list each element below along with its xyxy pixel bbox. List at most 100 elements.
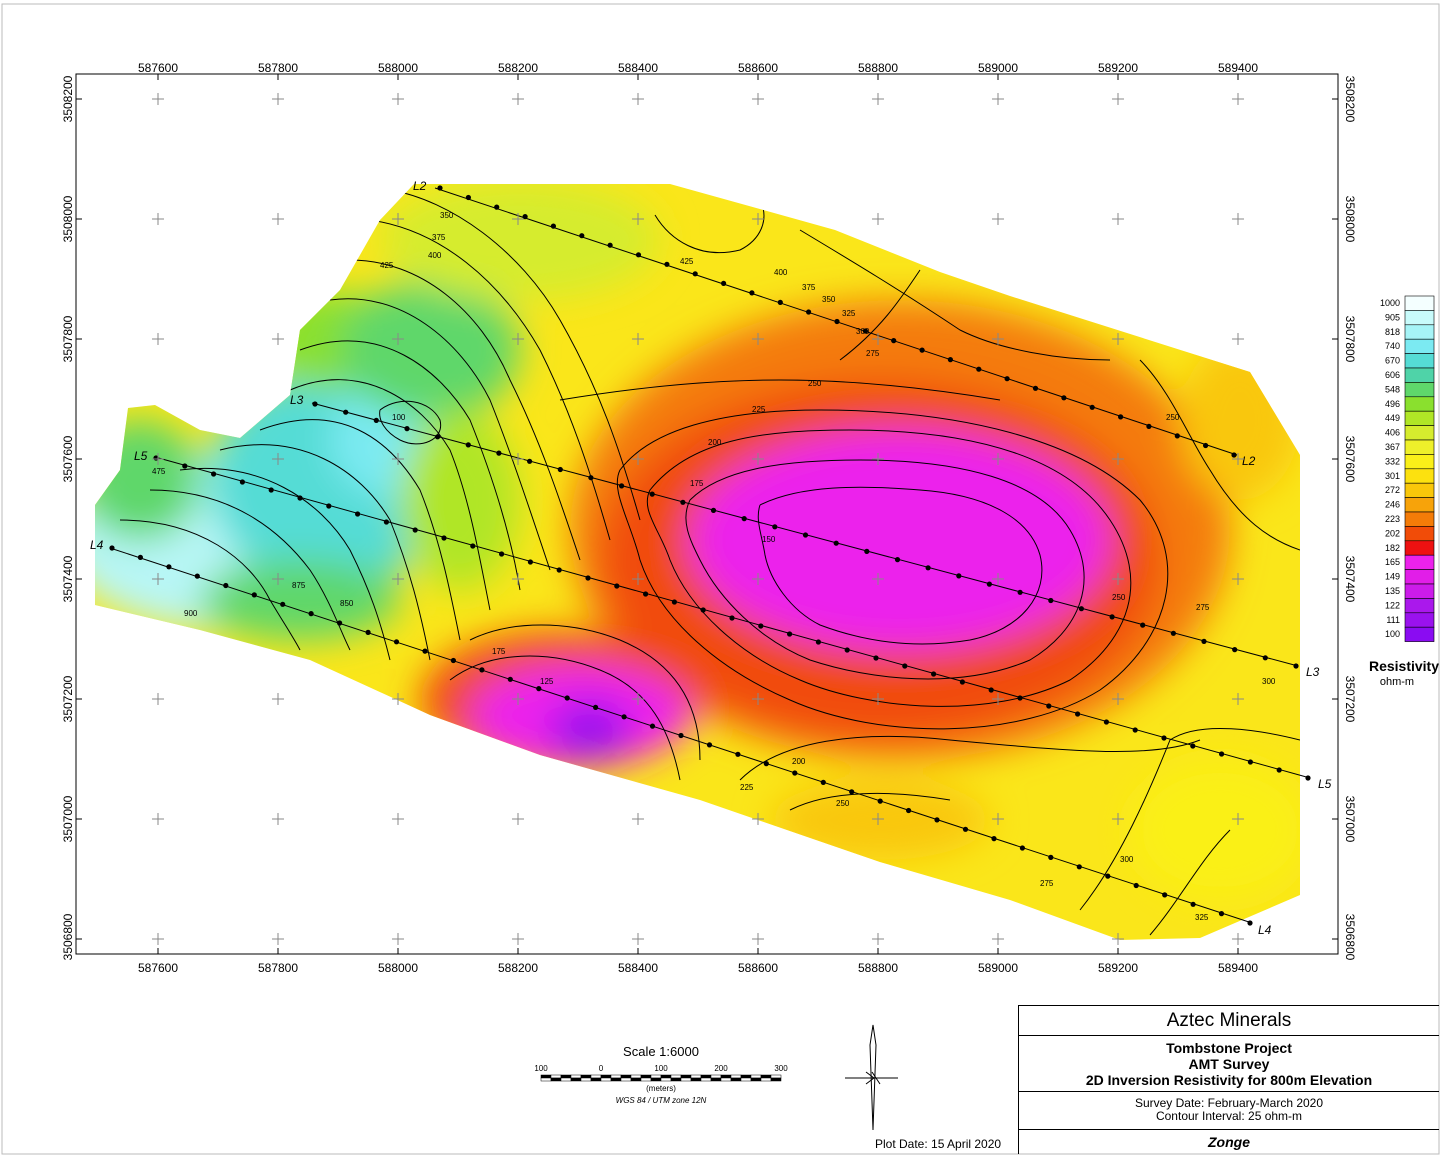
station-dot bbox=[1078, 606, 1084, 612]
grid-cross bbox=[272, 813, 284, 825]
grid-cross bbox=[632, 693, 644, 705]
x-tick-label: 589200 bbox=[1098, 61, 1138, 75]
grid-cross bbox=[632, 453, 644, 465]
legend-swatch bbox=[1404, 410, 1435, 426]
station-dot bbox=[564, 695, 570, 701]
legend-label: 670 bbox=[1385, 356, 1400, 366]
grid-cross bbox=[1232, 333, 1244, 345]
x-tick-label: 589400 bbox=[1218, 61, 1258, 75]
grid-cross bbox=[872, 933, 884, 945]
legend-label: 135 bbox=[1385, 586, 1400, 596]
station-dot bbox=[393, 639, 400, 645]
scale-block bbox=[680, 1074, 692, 1079]
y-tick-label: 3507600 bbox=[61, 435, 75, 482]
legend-swatch bbox=[1404, 468, 1435, 484]
scale-bar: Scale 1:6000 100 0 100 200 300 (meters) … bbox=[534, 1044, 788, 1105]
station-dot bbox=[527, 458, 533, 464]
station-dot bbox=[991, 836, 997, 842]
scale-block bbox=[690, 1074, 702, 1079]
station-dot bbox=[536, 686, 542, 692]
y-tick-label: 3507000 bbox=[61, 795, 75, 842]
grid-cross bbox=[392, 213, 404, 225]
scale-block bbox=[690, 1077, 702, 1082]
scale-block bbox=[570, 1077, 582, 1082]
y-tick-label: 3508200 bbox=[61, 75, 75, 122]
legend-swatch bbox=[1404, 454, 1435, 470]
grid-cross bbox=[872, 333, 884, 345]
y-tick-label: 3508000 bbox=[1343, 196, 1357, 243]
station-dot bbox=[343, 409, 349, 415]
station-dot bbox=[1293, 663, 1299, 669]
contour-label: 275 bbox=[1040, 879, 1054, 888]
station-dot bbox=[268, 487, 274, 493]
station-dot bbox=[479, 667, 485, 673]
station-dot bbox=[919, 347, 925, 353]
grid-cross bbox=[512, 333, 524, 345]
station-dot bbox=[894, 557, 901, 563]
grid-cross bbox=[272, 453, 284, 465]
station-dot bbox=[550, 223, 557, 229]
legend-label: 1000 bbox=[1380, 298, 1400, 308]
station-dot bbox=[959, 679, 966, 685]
station-dot bbox=[664, 261, 670, 267]
station-dot bbox=[365, 629, 371, 636]
station-dot bbox=[802, 532, 809, 538]
station-dot bbox=[649, 491, 655, 497]
station-points bbox=[109, 185, 1311, 926]
project-line-2: AMT Survey bbox=[1188, 1056, 1270, 1072]
station-dot bbox=[1170, 630, 1176, 636]
scale-block bbox=[590, 1074, 602, 1079]
y-tick-label: 3507800 bbox=[1343, 316, 1357, 363]
contour-label: 400 bbox=[774, 268, 788, 277]
grid-cross bbox=[512, 813, 524, 825]
contour-label: 350 bbox=[822, 295, 836, 304]
station-dot bbox=[337, 620, 343, 626]
x-tick-label: 589000 bbox=[978, 961, 1018, 975]
grid-cross bbox=[872, 813, 884, 825]
scale-block bbox=[710, 1074, 722, 1079]
station-dot bbox=[988, 687, 994, 693]
y-tick-label: 3507200 bbox=[1343, 676, 1357, 723]
legend-label: 905 bbox=[1385, 312, 1400, 322]
station-dot bbox=[649, 723, 656, 729]
grid-cross bbox=[272, 693, 284, 705]
legend-label: 367 bbox=[1385, 442, 1400, 452]
station-dot bbox=[1231, 452, 1237, 458]
station-dot bbox=[710, 507, 717, 513]
station-dot bbox=[763, 761, 769, 767]
y-tick-label: 3507000 bbox=[1343, 796, 1357, 843]
grid-cross bbox=[632, 333, 644, 345]
legend-label: 100 bbox=[1385, 629, 1400, 639]
station-dot bbox=[1017, 589, 1023, 595]
grid-cross bbox=[152, 333, 164, 345]
scale-block bbox=[590, 1077, 602, 1082]
grid-crosses bbox=[152, 93, 1244, 945]
legend-label: 165 bbox=[1385, 557, 1400, 567]
x-tick-label: 587600 bbox=[138, 61, 178, 75]
scale-block bbox=[700, 1074, 712, 1079]
legend-label: 223 bbox=[1385, 514, 1400, 524]
contour-label: 200 bbox=[792, 757, 806, 766]
legend-label: 272 bbox=[1385, 485, 1400, 495]
grid-cross bbox=[1112, 573, 1124, 585]
grid-cross bbox=[992, 933, 1004, 945]
y-tick-label: 3506800 bbox=[1343, 914, 1357, 961]
scale-block bbox=[710, 1077, 722, 1082]
legend-label: 606 bbox=[1385, 370, 1400, 380]
scale-block bbox=[760, 1074, 772, 1079]
legend-label: 406 bbox=[1385, 428, 1400, 438]
x-tick-label: 588800 bbox=[858, 961, 898, 975]
scale-block bbox=[550, 1077, 562, 1082]
legend-label: 548 bbox=[1385, 384, 1400, 394]
scale-block bbox=[610, 1077, 622, 1082]
station-dot bbox=[1218, 911, 1225, 917]
station-dot bbox=[1232, 647, 1238, 653]
station-dot bbox=[280, 601, 286, 607]
station-dot bbox=[239, 479, 245, 485]
station-dot bbox=[787, 631, 793, 637]
station-dot bbox=[470, 543, 476, 549]
grid-cross bbox=[752, 453, 764, 465]
x-tick-label: 588200 bbox=[498, 61, 538, 75]
legend-label: 202 bbox=[1385, 528, 1400, 538]
scale-block bbox=[680, 1077, 692, 1082]
